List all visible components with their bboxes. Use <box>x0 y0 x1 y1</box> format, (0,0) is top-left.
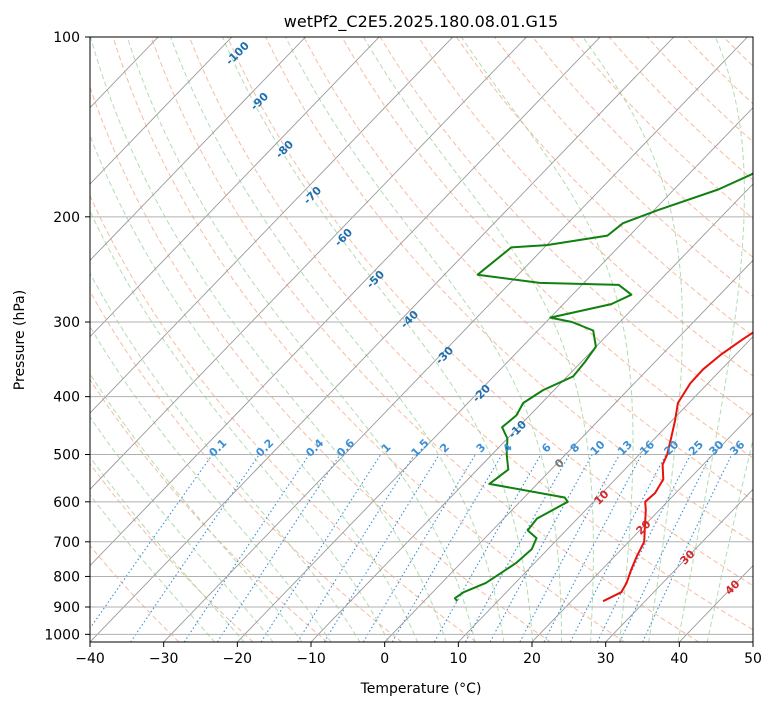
isotherm <box>310 183 753 642</box>
dry-adiabat <box>455 37 753 337</box>
dry-adiabats <box>90 37 753 642</box>
y-tick-label: 600 <box>53 495 80 511</box>
isotherm <box>605 488 753 642</box>
isotherm <box>384 259 753 642</box>
dry-adiabat <box>90 378 328 642</box>
dry-adiabat <box>112 37 625 642</box>
x-tick-label: 50 <box>744 651 762 667</box>
x-axis-label: Temperature (°C) <box>360 681 482 697</box>
mixing-ratio-line <box>619 454 712 642</box>
y-tick-label: 200 <box>53 210 80 226</box>
x-tick-label: −20 <box>223 651 253 667</box>
moist-adiabat <box>90 456 245 642</box>
x-axis-ticks: −40 −30 −20 −10 0 10 20 30 40 50 <box>75 642 762 667</box>
mixing-ratio-line <box>216 454 341 642</box>
isotherm <box>90 37 233 185</box>
isotherm <box>90 37 380 338</box>
y-tick-label: 800 <box>53 569 80 585</box>
plot-area: -100-90-80-70-60-50-40-30-20-100.1 0.2 0.4… <box>90 37 753 642</box>
y-tick-label: 100 <box>53 30 80 46</box>
y-tick-label: 900 <box>53 600 80 616</box>
x-tick-label: 10 <box>449 651 467 667</box>
moist-adiabat <box>582 37 684 642</box>
moist-adiabat <box>90 134 419 642</box>
dry-adiabat <box>90 544 180 642</box>
isotherm <box>90 37 601 567</box>
dry-adiabat <box>417 37 753 377</box>
y-axis-label: Pressure (hPa) <box>12 290 28 390</box>
y-tick-label: 400 <box>53 390 80 406</box>
plot-frame <box>89 36 754 643</box>
moist-adiabat <box>90 37 447 642</box>
moist-adiabat <box>90 272 361 642</box>
x-tick-label: −30 <box>149 651 179 667</box>
mixing-ratio-line <box>183 454 310 642</box>
moist-adiabat <box>677 37 745 642</box>
mixing-ratio-line <box>433 454 542 642</box>
y-tick-label: 1000 <box>44 627 80 643</box>
moist-adiabat <box>285 37 563 642</box>
mixing-ratio-line <box>519 454 620 642</box>
moist-adiabat <box>460 37 634 642</box>
temperature-profile <box>602 331 753 603</box>
isotherm <box>163 37 748 642</box>
dry-adiabat <box>341 37 753 459</box>
x-tick-label: 20 <box>523 651 541 667</box>
isotherm <box>90 37 675 642</box>
mixing-ratio-line <box>260 454 382 642</box>
moist-adiabat <box>363 37 594 642</box>
moist-adiabat <box>170 37 505 642</box>
isotherm <box>90 37 454 414</box>
isotherm <box>90 37 306 261</box>
x-tick-label: 40 <box>670 651 688 667</box>
dry-adiabat <box>90 290 403 642</box>
x-tick-label: 0 <box>380 651 389 667</box>
mixing-ratio-line <box>391 454 503 642</box>
dewpoint-profile <box>453 172 753 602</box>
moist-adiabat <box>706 437 753 642</box>
isobars <box>90 37 753 635</box>
y-tick-label: 500 <box>53 448 80 464</box>
isotherm <box>458 335 753 642</box>
isotherm <box>531 412 753 642</box>
mixing-ratio-line <box>489 454 593 642</box>
x-tick-label: −10 <box>296 651 326 667</box>
mixing-ratio-lines <box>90 454 733 642</box>
isotherms <box>90 37 753 642</box>
dry-adiabat <box>150 37 700 642</box>
x-tick-label: 30 <box>597 651 615 667</box>
sounding-series <box>453 172 753 603</box>
moist-adiabat <box>90 325 332 642</box>
y-tick-label: 700 <box>53 535 80 551</box>
dry-adiabat <box>90 85 551 642</box>
mixing-ratio-line <box>642 454 733 642</box>
dry-adiabat <box>303 37 753 501</box>
moist-adiabat <box>90 209 390 642</box>
moist-adiabat <box>90 493 216 642</box>
x-tick-label: −40 <box>75 651 105 667</box>
y-tick-label: 300 <box>53 315 80 331</box>
mixing-ratio-line <box>362 454 476 642</box>
y-axis-ticks: 100 200 300 400 500 600 700 800 900 1000 <box>44 30 90 643</box>
chart-title: wetPf2_C2E5.2025.180.08.01.G15 <box>284 12 558 32</box>
dry-adiabat <box>188 37 753 631</box>
dry-adiabat <box>265 37 753 543</box>
mixing-ratio-line <box>90 454 213 630</box>
moist-adiabat <box>126 37 476 642</box>
moist-adiabat <box>90 372 303 642</box>
isotherm <box>90 37 527 490</box>
isotherm <box>237 106 753 642</box>
